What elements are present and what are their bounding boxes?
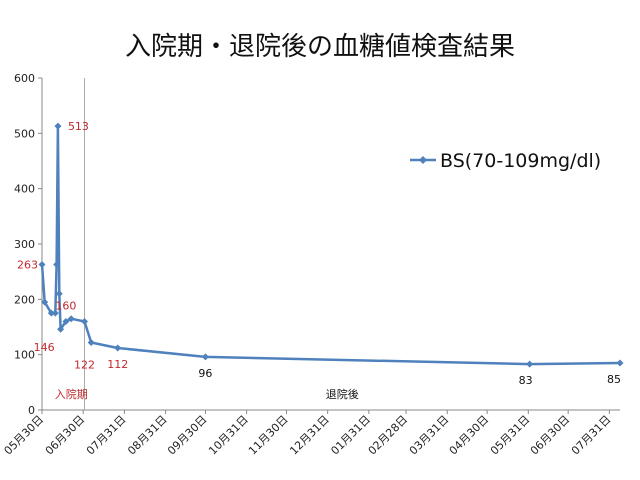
data-point [55, 290, 63, 298]
data-point [114, 344, 122, 352]
data-label: 85 [607, 373, 621, 386]
data-point [54, 122, 62, 130]
x-tick-label: 03月31日 [407, 413, 452, 458]
legend-marker [419, 156, 427, 164]
data-point [47, 309, 55, 317]
region-label-admission: 入院期 [55, 387, 88, 401]
data-point [53, 260, 61, 268]
data-point [67, 315, 75, 323]
y-tick-label: 400 [14, 183, 35, 196]
data-label: 83 [519, 374, 533, 387]
data-point [62, 317, 70, 325]
x-tick-label: 04月30日 [447, 413, 492, 458]
data-label: 160 [55, 299, 76, 312]
x-tick-label: 07月31日 [84, 413, 129, 458]
y-tick-label: 0 [28, 404, 35, 417]
data-label: 112 [107, 358, 128, 371]
x-tick-label: 05月31日 [488, 413, 533, 458]
x-tick-label: 02月28日 [366, 413, 411, 458]
x-tick-label: 06月30日 [43, 413, 88, 458]
y-tick-label: 600 [14, 72, 35, 85]
data-point [87, 338, 95, 346]
data-point [616, 359, 624, 367]
y-tick-label: 100 [14, 349, 35, 362]
data-point [526, 360, 534, 368]
data-point [51, 309, 59, 317]
data-label: 96 [198, 367, 212, 380]
region-label-post-discharge: 退院後 [326, 387, 359, 401]
x-tick-label: 08月31日 [125, 413, 170, 458]
chart-title: 入院期・退院後の血糖値検査結果 [124, 32, 515, 62]
x-tick-label: 07月31日 [569, 413, 614, 458]
y-tick-label: 200 [14, 293, 35, 306]
x-tick-label: 09月30日 [165, 413, 210, 458]
data-point [41, 298, 49, 306]
y-tick-label: 500 [14, 127, 35, 140]
data-label: 513 [68, 120, 89, 133]
x-tick-label: 05月30日 [2, 413, 47, 458]
data-label: 122 [74, 358, 95, 371]
data-point [57, 325, 65, 333]
data-label: 146 [34, 341, 55, 354]
legend-label: BS(70-109mg/dl) [440, 150, 601, 172]
data-point [38, 260, 46, 268]
x-tick-label: 11月30日 [246, 413, 291, 458]
data-point [201, 353, 209, 361]
x-tick-label: 12月31日 [287, 413, 332, 458]
x-tick-label: 06月30日 [528, 413, 573, 458]
data-label: 263 [17, 258, 38, 271]
data-point [81, 317, 89, 325]
x-tick-label: 10月31日 [206, 413, 251, 458]
y-tick-label: 300 [14, 238, 35, 251]
x-tick-label: 01月31日 [328, 413, 373, 458]
